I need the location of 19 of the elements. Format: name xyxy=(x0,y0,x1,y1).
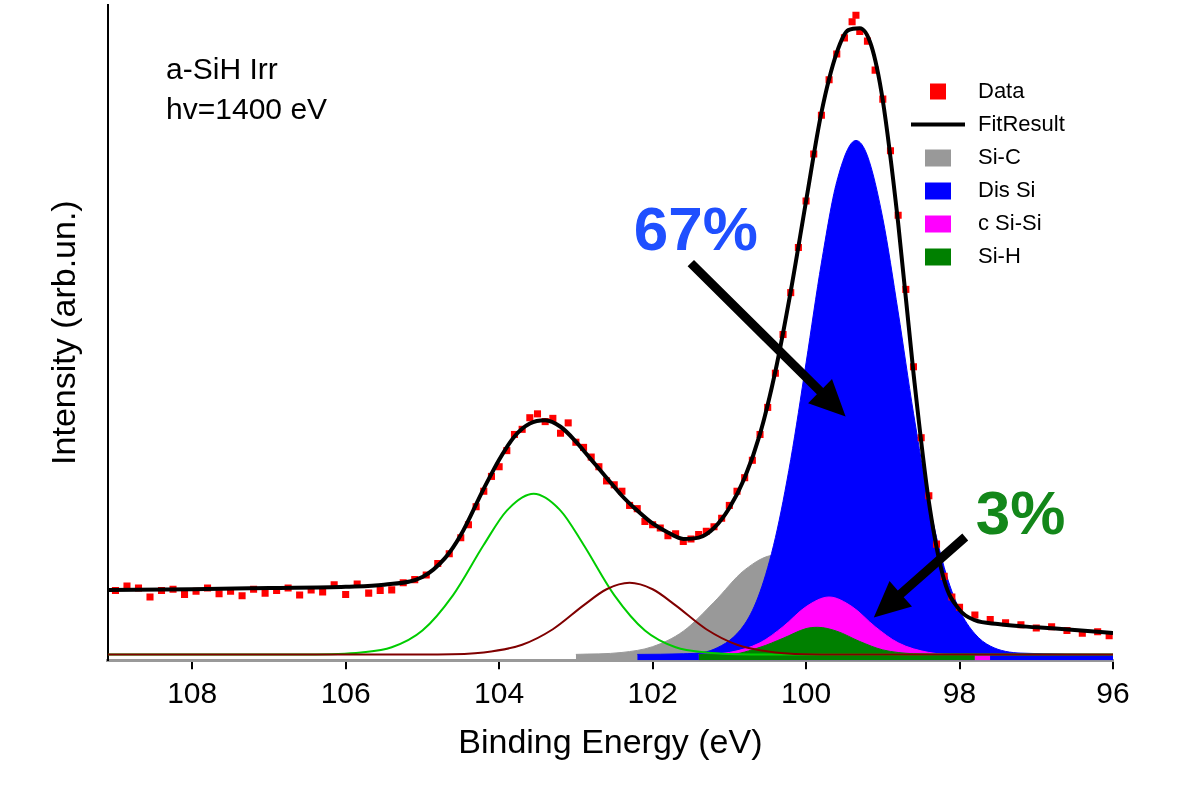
x-tick-label: 100 xyxy=(781,676,832,710)
x-tick-label: 98 xyxy=(942,676,977,710)
x-tick-label: 104 xyxy=(474,676,525,710)
annotation: hv=1400 eV xyxy=(166,92,328,126)
annotation: a-SiH Irr xyxy=(166,51,278,85)
legend-label: Si-C xyxy=(978,143,1021,169)
legend-label: Dis Si xyxy=(978,176,1036,202)
legend-label: Data xyxy=(978,77,1026,103)
x-tick-label: 106 xyxy=(320,676,371,710)
x-tick-label: 108 xyxy=(167,676,218,710)
y-axis-title: Intensity (arb.un.) xyxy=(43,200,82,465)
legend-label: Si-H xyxy=(978,242,1021,268)
x-tick-label: 102 xyxy=(627,676,678,710)
x-tick-label: 96 xyxy=(1096,676,1130,710)
annotation: 67% xyxy=(633,194,758,264)
x-axis-title: Binding Energy (eV) xyxy=(458,721,763,760)
annotation: 3% xyxy=(975,477,1066,547)
legend-label: c Si-Si xyxy=(978,209,1042,235)
legend-label: FitResult xyxy=(978,110,1065,136)
